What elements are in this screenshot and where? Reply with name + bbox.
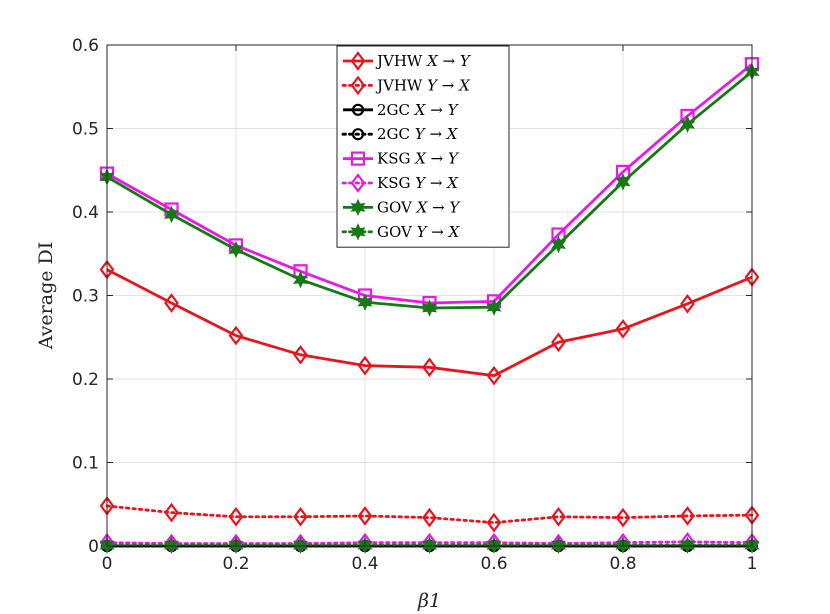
- ticks: 0 0.2 0.4 0.6 0.8 1 0 0.1 0.2 0.3 0.4 0.5 0.6: [72, 36, 757, 574]
- data-point: [551, 332, 566, 353]
- legend-marker: [350, 198, 366, 217]
- data-point: [164, 502, 179, 523]
- data-point: [421, 536, 438, 554]
- data-point: [679, 115, 696, 134]
- data-point: [680, 294, 695, 314]
- legend-entry: 2GC Y → X: [341, 125, 459, 143]
- x-axis-label: β1: [417, 590, 441, 612]
- y-axis-label: Average DI: [35, 242, 57, 351]
- series-0: [99, 259, 760, 386]
- legend-label: KSG Y → X: [377, 174, 459, 192]
- data-point: [357, 293, 373, 311]
- data-point: [228, 325, 244, 346]
- y-tick-label: 0.1: [72, 454, 99, 474]
- data-point: [293, 506, 308, 527]
- legend-marker: [350, 151, 366, 166]
- legend-label: 2GC Y → X: [377, 125, 459, 143]
- y-tick-label: 0.5: [72, 120, 99, 140]
- x-tick-label: 0.4: [351, 554, 378, 574]
- data-point: [228, 240, 244, 259]
- data-point: [550, 235, 567, 254]
- legend-entry: JVHW Y → X: [341, 75, 471, 96]
- x-tick-label: 0.2: [222, 554, 249, 574]
- y-tick-label: 0: [88, 537, 99, 557]
- legend-entry: GOV Y → X: [341, 223, 461, 241]
- axis-labels: β1 Average DI: [35, 242, 441, 612]
- data-point: [228, 506, 244, 527]
- data-point: [550, 536, 567, 554]
- legend-label: JVHW X → Y: [375, 52, 472, 70]
- series-1: [99, 496, 760, 533]
- series-line: [105, 504, 754, 525]
- data-point: [163, 536, 180, 554]
- legend-label: JVHW Y → X: [375, 76, 471, 94]
- data-point: [551, 506, 566, 527]
- legend-box: [336, 45, 510, 248]
- data-point: [292, 536, 309, 554]
- legend-marker: [351, 103, 365, 116]
- data-point: [486, 298, 502, 316]
- series-7: [99, 536, 760, 554]
- data-point: [615, 507, 631, 528]
- legend-label: GOV Y → X: [377, 223, 461, 241]
- legend-label: KSG X → Y: [377, 150, 460, 168]
- data-point: [486, 365, 502, 386]
- legend-label: 2GC X → Y: [377, 101, 460, 119]
- legend-entry: KSG Y → X: [341, 173, 459, 193]
- legend-marker: [351, 128, 365, 141]
- legend-entry: KSG X → Y: [343, 150, 460, 168]
- data-point: [421, 299, 438, 317]
- legend-entry: 2GC X → Y: [343, 101, 460, 119]
- y-tick-label: 0.2: [72, 370, 99, 390]
- data-point: [357, 506, 373, 526]
- x-tick-label: 0.6: [480, 554, 507, 574]
- data-point: [422, 507, 437, 528]
- x-tick-label: 0.8: [609, 554, 636, 574]
- data-point: [615, 173, 631, 191]
- data-point: [357, 355, 373, 376]
- series-line: [105, 540, 754, 545]
- data-point: [486, 512, 502, 533]
- data-point: [292, 270, 309, 289]
- legend: JVHW X → Y JVHW Y → X 2GC X → Y 2GC Y → X KS…: [336, 45, 510, 248]
- data-point: [422, 357, 437, 378]
- legend-entry: GOV X → Y: [343, 198, 461, 216]
- data-point: [680, 506, 695, 526]
- data-point: [293, 344, 308, 365]
- legend-marker: [350, 223, 366, 241]
- legend-entry: JVHW X → Y: [343, 51, 472, 71]
- data-point: [164, 293, 179, 313]
- y-tick-label: 0.3: [72, 287, 99, 307]
- x-tick-label: 0: [102, 554, 113, 574]
- series-line: [106, 268, 753, 378]
- y-tick-label: 0.6: [72, 36, 99, 56]
- legend-marker: [350, 51, 366, 71]
- data-point: [163, 205, 180, 224]
- legend-marker: [350, 173, 366, 193]
- data-point: [679, 536, 696, 554]
- x-tick-label: 1: [747, 554, 758, 574]
- legend-label: GOV X → Y: [377, 198, 461, 216]
- y-tick-label: 0.4: [72, 203, 99, 223]
- legend-marker: [350, 75, 366, 96]
- data-point: [615, 319, 631, 339]
